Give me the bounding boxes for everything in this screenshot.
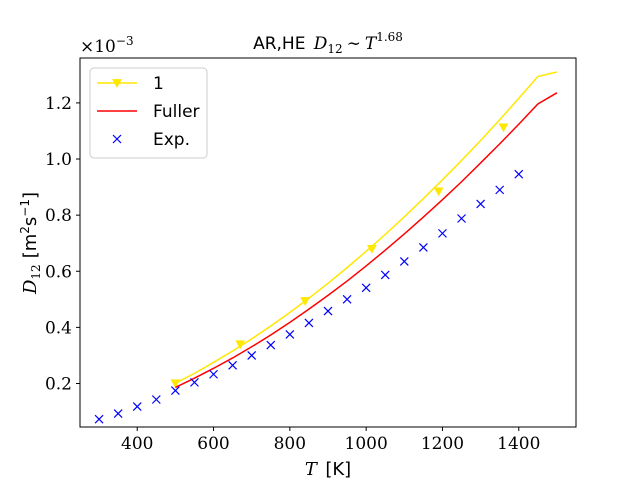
series-exp-point-stroke-b [132,402,142,411]
y-tick-label: 1.0 [45,150,72,170]
series-1-marker [300,297,311,307]
legend-label: Fuller [153,102,200,122]
series-exp-point-stroke-b [266,340,276,350]
series-exp-point-stroke-b [399,257,409,266]
series-1-marker [498,123,509,133]
series-exp-point [438,228,447,238]
legend-item: 1 [97,74,164,94]
y-tick-label: 0.6 [45,262,72,282]
series-exp-point [132,402,142,411]
series-exp-point [94,414,104,424]
series-exp-point-stroke-b [361,283,371,293]
series-exp-point [228,360,238,370]
series-exp-point-stroke-b [418,242,428,252]
y-tick-label: 1.2 [45,94,72,114]
y-offset-text: ×10−3 [80,34,134,57]
y-tick-label: 0.4 [45,318,72,338]
series-exp-point-stroke-b [342,294,352,304]
series-exp-point-stroke-b [495,185,505,195]
series-exp-point [209,369,218,379]
series-exp-point [418,242,428,252]
series-exp-point-stroke-b [304,318,314,328]
legend-label: 1 [153,74,164,94]
y-axis-label: D12[m2s−1] [18,192,43,295]
series-exp-point [285,329,295,339]
x-axis: 400 600 800 1000 1200 1400 [121,427,540,454]
series-exp-point [476,199,486,209]
series-exp-point [514,169,524,179]
series-exp-point [495,185,505,195]
legend-marker [112,79,122,89]
series-exp-point-stroke-b [94,414,104,424]
y-tick-label: 0.8 [45,206,72,226]
series-exp-point-stroke-b [209,369,218,379]
x-tick-label: 400 [121,434,153,454]
series-1 [170,71,558,389]
series-exp-point [399,257,409,266]
series-exp-point [247,351,257,360]
series-fuller [175,92,558,389]
legend-item: Exp. [112,130,190,150]
legend-box [89,67,208,159]
series-1-marker [170,379,181,389]
x-tick-label: 1000 [345,434,388,454]
series-exp-point [342,294,352,304]
series-exp-point [190,377,199,387]
x-tick-label: 1400 [497,434,540,454]
series-exp-point-stroke-b [323,306,333,316]
plot-area-frame [79,57,577,428]
series-exp-point-stroke-b [514,169,524,179]
x-tick-label: 600 [197,434,229,454]
x-axis-label: T [K] [305,459,351,480]
legend-item: Fuller [97,102,200,122]
legend-label: Exp. [153,130,190,150]
series-exp-point [113,409,123,418]
series-fuller-line [175,92,558,389]
series-exp-point [151,395,161,404]
series-exp-point-stroke-b [113,409,123,418]
series-exp-point [361,283,371,293]
chart-title: AR,HE D12 ∼ T1.68 [253,30,403,56]
y-tick-label: 0.2 [45,375,72,395]
x-tick-label: 800 [274,434,306,454]
legend-marker-stroke-b [112,134,122,144]
series-exp-point-stroke-b [457,214,466,223]
series-1-marker [366,244,377,254]
series-exp-point [170,386,180,395]
y-axis: 0.2 0.4 0.6 0.8 1.0 1.2 [45,94,80,395]
series-exp-point-stroke-b [170,386,180,395]
series-exp-point [380,270,390,280]
legend-marker [112,134,122,144]
series-exp-point-stroke-b [438,228,447,238]
series-exp-point-stroke-b [151,395,161,404]
series-exp-point [266,340,276,350]
legend: 1 Fuller Exp. [89,67,208,159]
series-exp-point [323,306,333,316]
series-exp-point-stroke-b [285,329,295,339]
series-exp-point [304,318,314,328]
series-exp-point-stroke-b [190,377,199,387]
series-exp-point-stroke-b [247,351,257,360]
x-tick-label: 1200 [421,434,464,454]
series-exp-point-stroke-b [380,270,390,280]
series-exp-point-stroke-b [476,199,486,209]
series-layer [94,71,558,424]
series-1-marker [433,187,444,197]
series-exp-point-stroke-b [228,360,238,370]
series-exp-point [457,214,466,223]
series-exp [94,169,524,424]
series-1-marker [235,340,246,350]
